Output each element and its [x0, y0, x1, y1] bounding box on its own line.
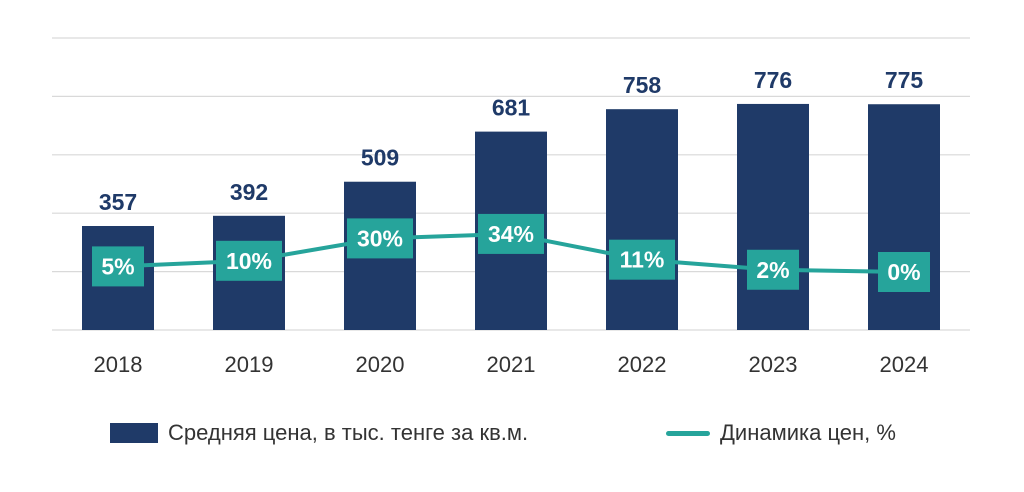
legend-line-item: Динамика цен, %: [666, 418, 896, 448]
dynamics-point-label: 11%: [620, 247, 665, 273]
dynamics-point-box: [216, 240, 282, 281]
dynamics-point-box: [747, 249, 799, 290]
bar: [737, 103, 809, 330]
bar-value-label: 775: [885, 67, 924, 93]
bar-value-label: 758: [623, 72, 662, 98]
dynamics-point-label: 34%: [488, 221, 534, 247]
legend-bar-item: Средняя цена, в тыс. тенге за кв.м.: [110, 418, 528, 448]
x-tick-label: 2018: [94, 352, 143, 377]
bar-value-label: 392: [230, 179, 268, 205]
dynamics-point-label: 2%: [756, 257, 789, 283]
bar-value-label: 681: [492, 95, 531, 121]
x-tick-label: 2023: [749, 352, 798, 377]
x-tick-label: 2020: [356, 352, 405, 377]
dynamics-point-label: 30%: [357, 225, 403, 251]
dynamics-point-label: 10%: [226, 248, 272, 274]
x-tick-labels: 2018 2019 2020 2021 2022 2023 2024: [94, 352, 929, 377]
x-tick-label: 2021: [487, 352, 536, 377]
bar-value-label: 357: [99, 189, 137, 215]
price-dynamics-labels: 5% 10% 30% 34% 11% 2% 0%: [92, 213, 930, 292]
x-tick-label: 2024: [880, 352, 929, 377]
bar-value-label: 776: [754, 67, 792, 93]
x-tick-label: 2019: [225, 352, 274, 377]
bar: [868, 104, 940, 330]
dynamics-point-label: 5%: [101, 253, 134, 279]
dynamics-point-box: [878, 252, 930, 292]
bar-value-label: 509: [361, 145, 399, 171]
dynamics-point-box: [478, 213, 544, 254]
dynamics-point-box: [347, 218, 413, 259]
x-tick-label: 2022: [618, 352, 667, 377]
dynamics-point-label: 0%: [887, 259, 920, 285]
legend-bar-swatch: [110, 423, 158, 443]
bar-value-labels: 357 392 509 681 758 776 775: [99, 67, 924, 215]
legend-line-swatch: [666, 430, 710, 436]
legend-line-label: Динамика цен, %: [720, 420, 896, 445]
bar: [606, 109, 678, 331]
dynamics-point-box: [609, 239, 675, 280]
legend-bar-label: Средняя цена, в тыс. тенге за кв.м.: [168, 420, 529, 445]
dynamics-point-box: [92, 246, 144, 287]
